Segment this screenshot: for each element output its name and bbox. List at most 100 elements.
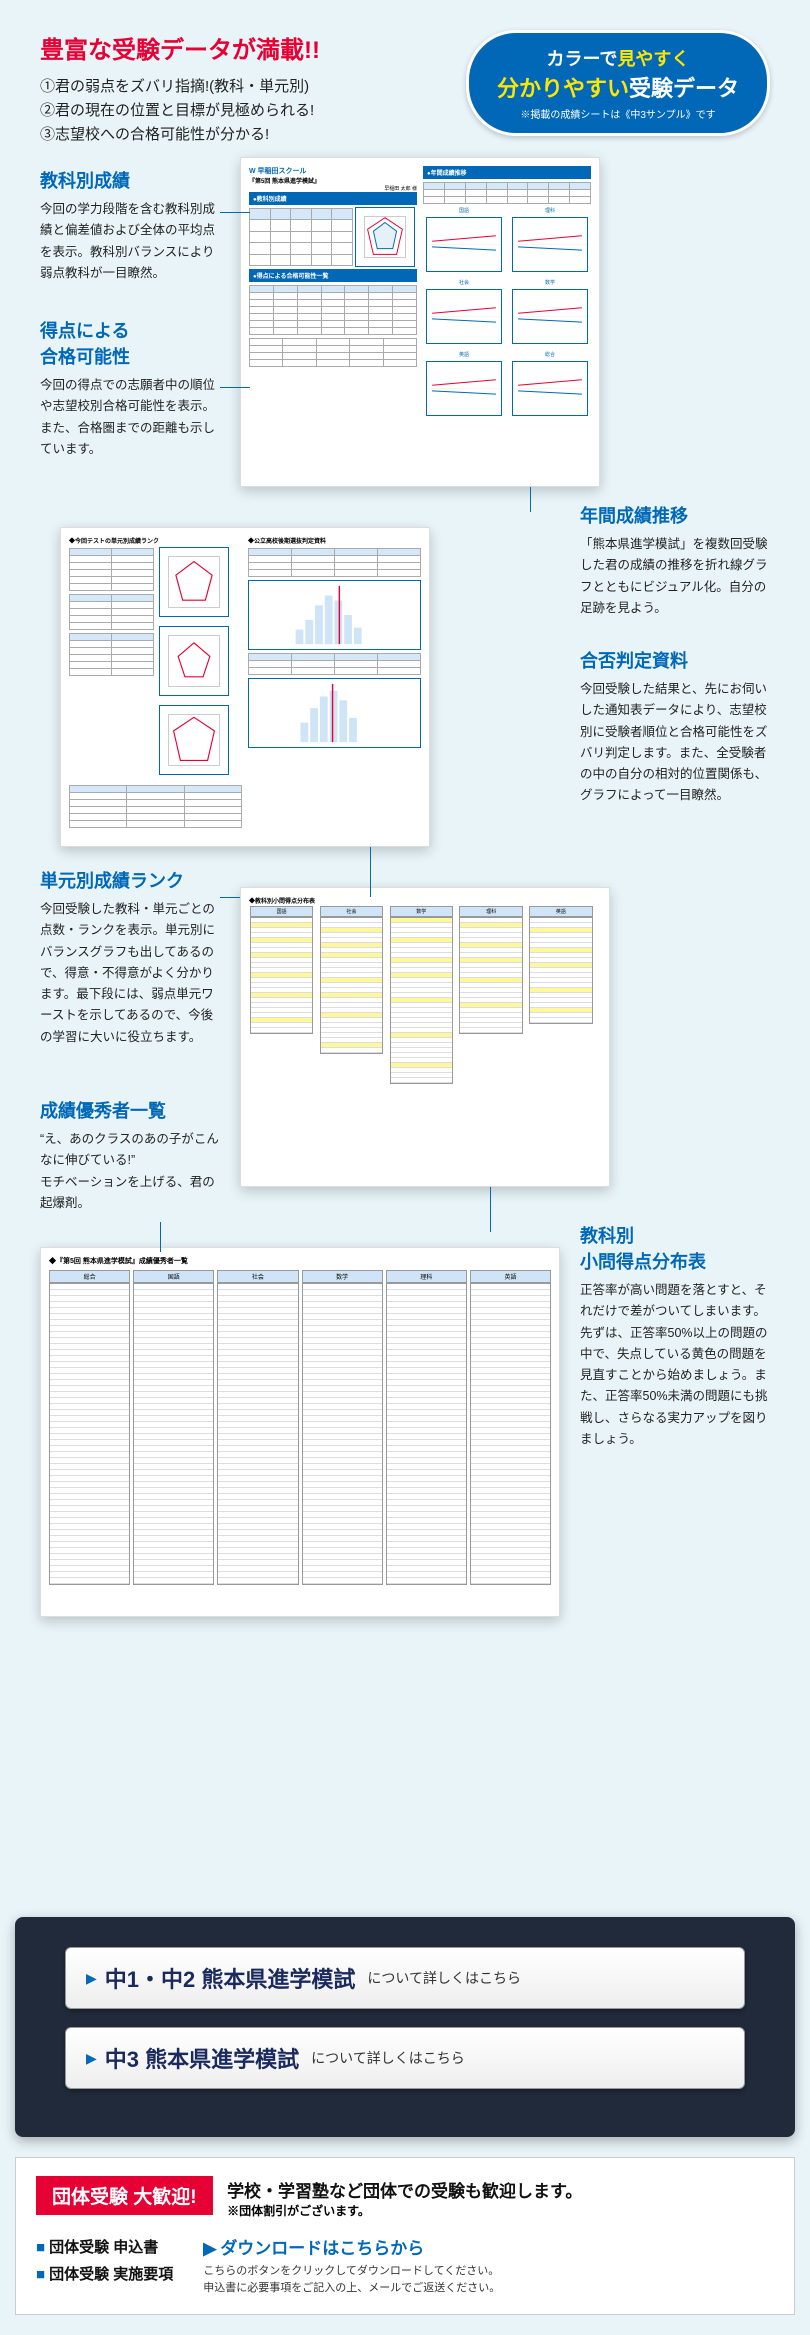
bubble-line1: カラーで見やすく [497,45,739,71]
conn-line-5 [490,1187,491,1232]
dist-col-h3: 数学 [390,906,453,917]
group-note: ※団体割引がございます。 [227,2204,370,2218]
doc1: 団体受験 申込書 [49,2239,158,2256]
pass-table-2 [249,338,417,367]
label-s4: 合否判定資料 [580,647,770,673]
radar-chart-1 [355,207,415,267]
content-area: 教科別成績 今回の学力段階を含む教科別成績と偏差値および全体の平均点を表示。教科… [40,167,770,1867]
dist-col-h5: 英語 [529,906,592,917]
dist-columns: 国語 社会 数学 理科 [249,905,601,1085]
bubble-l2-hl: 分かりやすい [497,76,629,101]
top-scorer-columns: 総合 国語 社会 数学 [49,1270,551,1585]
ts-h2: 国語 [133,1270,214,1283]
judge-table [248,548,421,577]
group-headline: 学校・学習塾など団体での受験も歓迎します。 [227,2177,582,2202]
chart-label-2: 理科 [509,207,591,214]
chart-label-4: 数学 [509,279,591,286]
unit-radar-3 [159,705,229,775]
conn-line-7 [160,1222,161,1252]
bubble-l1-hl: 見やすく [617,49,689,69]
ts-h5: 理科 [386,1270,467,1283]
group-badge: 団体受験 大歓迎! [36,2176,213,2215]
unit-radar-1 [159,547,229,617]
unit-table-3 [69,633,154,676]
trend-table [423,182,591,204]
doc2: 団体受験 実施要項 [49,2266,173,2283]
conn-line-3 [530,487,531,512]
judge-chart-1 [248,580,421,650]
sh3-title: ◆教科別小問得点分布表 [249,896,601,905]
sample-sheet-1: W 早稲田スクール 『第5回 熊本県進学模試』 早稲田 太郎 様 ●教科別成績 [240,157,600,487]
desc-question-dist: 教科別 小問得点分布表 正答率が高い問題を落とすと、それだけで差がついてしまいま… [580,1222,770,1450]
feature-bubble: カラーで見やすく 分かりやすい受験データ ※掲載の成績シートは《中3サンプル》で… [466,30,770,136]
download-link[interactable]: ▶ダウンロードはこちらから [203,2234,500,2259]
button-panel: ▶ 中1・中2 熊本県進学模試 について詳しくはこちら ▶ 中3 熊本県進学模試… [15,1917,795,2137]
unit-table-1 [69,548,154,591]
arrow-icon: ▶ [86,1970,97,1987]
desc-s3: 「熊本県進学模試」を複数回受験した君の成績の推移を折れ線グラフとともにビジュアル… [580,534,770,619]
dist-col-h2: 社会 [320,906,383,917]
sample-sheet-4: ◆『第5回 熊本県進学模試』成績優秀者一覧 総合 国語 社会 [40,1247,560,1617]
bubble-l2-post: 受験データ [629,76,739,101]
btn2-main: 中3 熊本県進学模試 [105,2042,299,2074]
conn-line-6 [220,897,240,898]
desc-pass-fail: 合否判定資料 今回受験した結果と、先にお伺いした通知表データにより、志望校別に受… [580,647,770,807]
group-application-section: 団体受験 大歓迎! 学校・学習塾など団体での受験も歓迎します。 ※団体割引がござ… [15,2157,795,2315]
desc-s6: “え、あのクラスのあの子がこんなに伸びている!” モチベーションを上げる、君の起… [40,1129,220,1214]
ts-h3: 社会 [217,1270,298,1283]
sh2-unit-title: ◆今回テストの単元別成績ランク [69,536,242,545]
desc-s2: 今回の得点での志願者中の順位や志望校別合格可能性を表示。また、合格圏までの距離も… [40,375,220,460]
ts-h4: 数学 [302,1270,383,1283]
bubble-line2: 分かりやすい受験データ [497,71,739,103]
trend-charts: 国語 理科 社会 数学 [423,207,591,419]
desc-s1: 今回の学力段階を含む教科別成績と偏差値および全体の平均点を表示。教科別バランスに… [40,199,220,284]
square-icon: ■ [36,2239,45,2256]
unit-table-4 [69,785,242,828]
judge-table-2 [248,653,421,675]
label-s6: 成績優秀者一覧 [40,1097,220,1123]
desc-pass-probability: 得点による 合格可能性 今回の得点での志願者中の順位や志望校別合格可能性を表示。… [40,317,220,460]
label-s7: 教科別 小問得点分布表 [580,1222,770,1274]
download-block: ▶ダウンロードはこちらから こちらのボタンをクリックしてダウンロードしてください… [203,2234,500,2296]
desc-s7: 正答率が高い問題を落とすと、それだけで差がついてしまいます。先ずは、正答率50%… [580,1280,770,1450]
bubble-l1-pre: カラーで [547,49,618,69]
bubble-note: ※掲載の成績シートは《中3サンプル》です [497,106,739,121]
dist-col-h4: 理科 [459,906,522,917]
arrow-icon: ▶ [86,2050,97,2067]
mh-sec3: ●年間成績推移 [423,166,591,179]
main-container: 豊富な受験データが満載!! ①君の弱点をズバリ指摘!(教科・単元別) ②君の現在… [0,0,810,1897]
unit-table-2 [69,594,154,630]
btn1-sub: について詳しくはこちら [367,1968,521,1988]
label-s1: 教科別成績 [40,167,220,193]
sheet-report-title: 『第5回 熊本県進学模試』 [249,176,417,185]
btn1-main: 中1・中2 熊本県進学模試 [105,1962,356,1994]
conn-line-2 [220,387,250,388]
desc-annual-trend: 年間成績推移 「熊本県進学模試」を複数回受験した君の成績の推移を折れ線グラフとと… [580,502,770,619]
ts-h1: 総合 [49,1270,130,1283]
desc-top-scorers: 成績優秀者一覧 “え、あのクラスのあの子がこんなに伸びている!” モチベーション… [40,1097,220,1214]
sample-sheet-3: ◆教科別小問得点分布表 国語 社会 数学 理科 [240,887,610,1187]
ts-h6: 英語 [470,1270,551,1283]
label-s5: 単元別成績ランク [40,867,220,893]
sheet-brand: W 早稲田スクール [249,166,417,176]
chart-label-6: 総合 [509,351,591,358]
desc-s5: 今回受験した教科・単元ごとの点数・ランクを表示。単元別にバランスグラフも出してあ… [40,899,220,1048]
desc-subject-scores: 教科別成績 今回の学力段階を含む教科別成績と偏差値および全体の平均点を表示。教科… [40,167,220,284]
mh-sec2: ●得点による合格可能性一覧 [249,269,417,282]
pass-table [249,285,417,335]
sample-sheet-2: ◆今回テストの単元別成績ランク [60,527,430,847]
conn-line-4 [370,847,371,897]
link-button-jr3[interactable]: ▶ 中3 熊本県進学模試 について詳しくはこちら [65,2027,745,2089]
link-button-jr12[interactable]: ▶ 中1・中2 熊本県進学模試 について詳しくはこちら [65,1947,745,2009]
download-note: こちらのボタンをクリックしてダウンロードしてください。 申込書に必要事項をご記入… [203,2263,500,2296]
desc-unit-rank: 単元別成績ランク 今回受験した教科・単元ごとの点数・ランクを表示。単元別にバラン… [40,867,220,1048]
download-text: ダウンロードはこちらから [220,2239,424,2258]
score-table [249,208,353,266]
chart-label-5: 英語 [423,351,505,358]
sh4-title: ◆『第5回 熊本県進学模試』成績優秀者一覧 [49,1256,551,1266]
square-icon: ■ [36,2266,45,2283]
judge-chart-2 [248,678,421,748]
label-s3: 年間成績推移 [580,502,770,528]
desc-s4: 今回受験した結果と、先にお伺いした通知表データにより、志望校別に受験者順位と合格… [580,679,770,807]
conn-line-1 [220,212,250,213]
